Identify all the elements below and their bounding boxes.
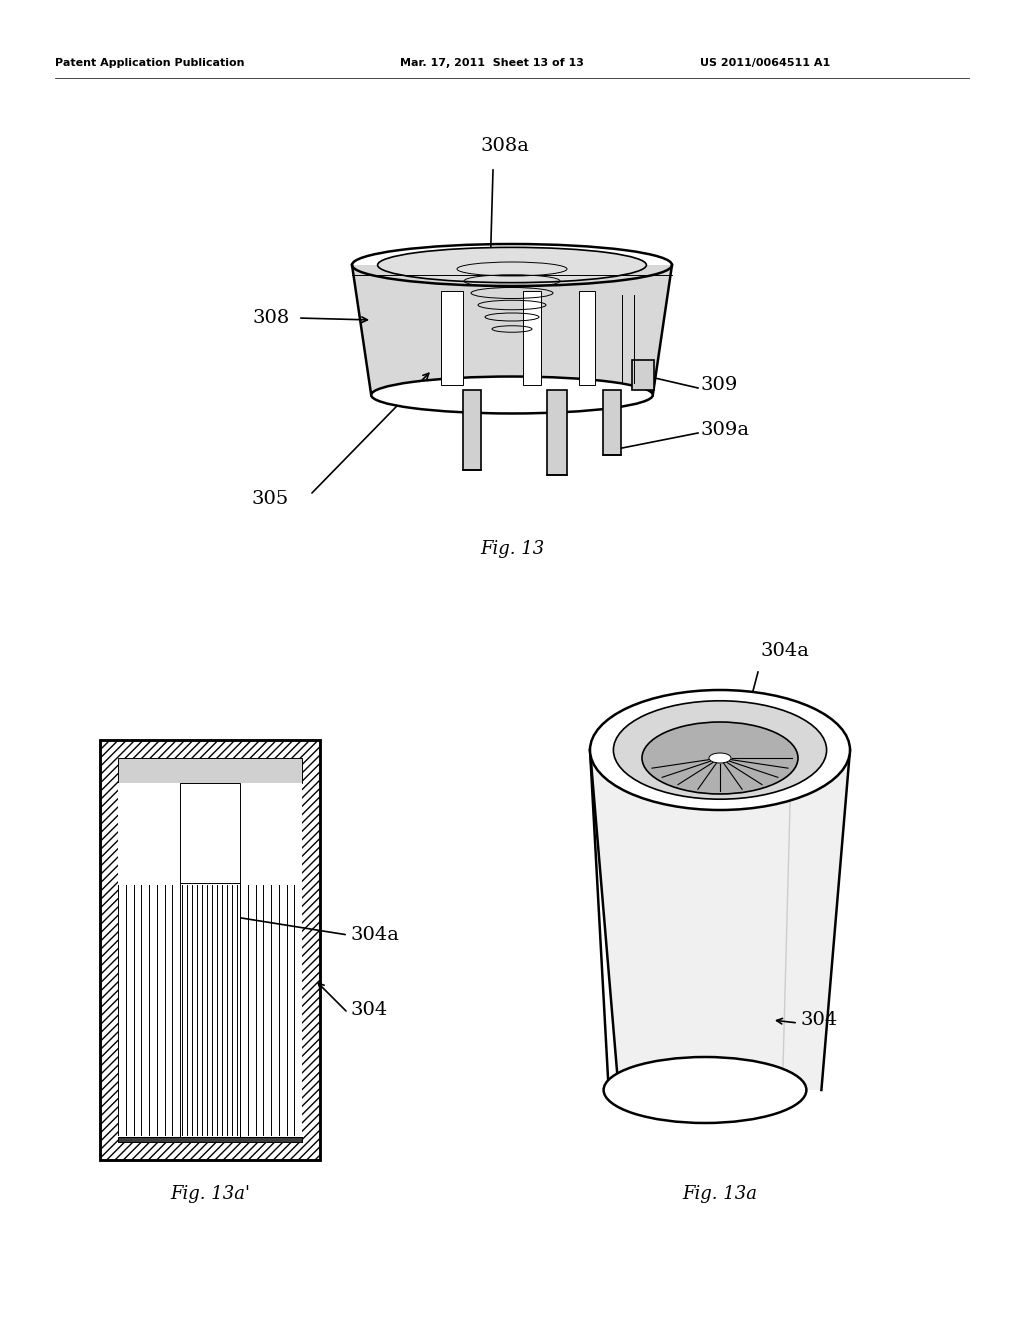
Bar [547, 389, 567, 475]
Text: 304: 304 [350, 1001, 387, 1019]
Bar [180, 883, 240, 1137]
Text: 305: 305 [251, 490, 289, 508]
Bar [579, 290, 595, 385]
Bar [603, 389, 621, 455]
Bar [441, 290, 463, 385]
Bar [523, 290, 541, 385]
Text: US 2011/0064511 A1: US 2011/0064511 A1 [700, 58, 830, 69]
Bar [632, 360, 654, 389]
Bar [100, 741, 319, 1160]
Ellipse shape [371, 376, 653, 413]
Text: Mar. 17, 2011  Sheet 13 of 13: Mar. 17, 2011 Sheet 13 of 13 [400, 58, 584, 69]
Ellipse shape [378, 247, 646, 282]
Ellipse shape [603, 1057, 807, 1123]
Polygon shape [352, 265, 672, 395]
Text: Patent Application Publication: Patent Application Publication [55, 58, 245, 69]
Text: 308: 308 [253, 309, 290, 327]
Polygon shape [590, 750, 850, 1090]
Bar [100, 741, 319, 1160]
Bar [463, 389, 481, 470]
Bar [118, 783, 302, 863]
Bar [118, 1137, 302, 1142]
Text: 309a: 309a [700, 421, 749, 440]
Text: 304: 304 [800, 1011, 838, 1030]
Ellipse shape [709, 752, 731, 763]
Text: 309: 309 [700, 376, 737, 393]
Text: 304a: 304a [350, 927, 399, 944]
Ellipse shape [642, 722, 798, 795]
Bar [180, 783, 240, 883]
Ellipse shape [590, 690, 850, 810]
Bar [118, 758, 302, 783]
Ellipse shape [613, 701, 826, 799]
Text: Fig. 13a: Fig. 13a [683, 1185, 758, 1203]
Text: Fig. 13: Fig. 13 [480, 540, 544, 558]
Text: Fig. 13a': Fig. 13a' [170, 1185, 250, 1203]
Text: 308a: 308a [480, 137, 528, 154]
Text: 304a: 304a [760, 642, 809, 660]
Bar [118, 758, 302, 1142]
